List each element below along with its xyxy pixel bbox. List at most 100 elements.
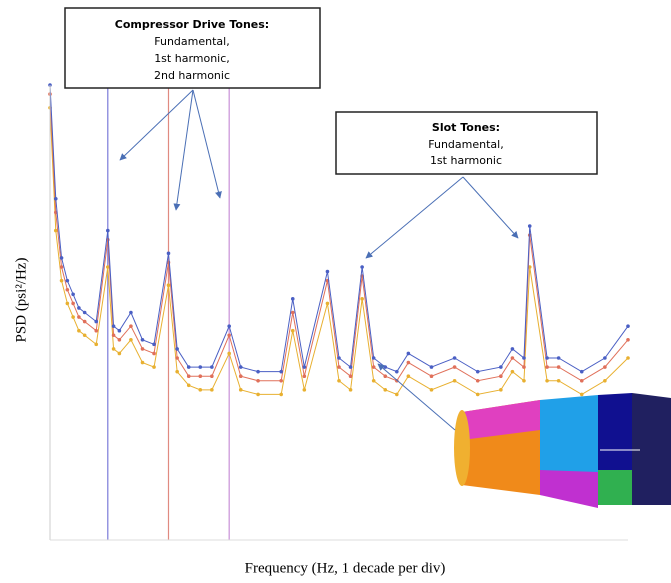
data-point: [54, 197, 58, 201]
data-point: [66, 302, 70, 306]
data-point: [349, 388, 353, 392]
data-point: [626, 356, 630, 360]
data-point: [77, 315, 81, 319]
data-point: [522, 356, 526, 360]
data-point: [71, 293, 75, 297]
annotation-text: 1st harmonic: [430, 154, 502, 167]
data-point: [453, 379, 457, 383]
data-point: [603, 356, 607, 360]
data-point: [395, 370, 399, 374]
data-point: [430, 388, 434, 392]
data-point: [118, 338, 122, 342]
data-point: [476, 379, 480, 383]
data-point: [60, 256, 64, 260]
data-point: [175, 370, 179, 374]
data-point: [94, 343, 98, 347]
data-point: [372, 379, 376, 383]
data-point: [383, 374, 387, 378]
data-point: [303, 374, 307, 378]
data-point: [557, 379, 561, 383]
data-point: [545, 365, 549, 369]
data-point: [279, 370, 283, 374]
x-axis-label: Frequency (Hz, 1 decade per div): [245, 560, 446, 576]
data-point: [118, 329, 122, 333]
data-point: [499, 374, 503, 378]
data-point: [476, 370, 480, 374]
data-point: [430, 365, 434, 369]
data-point: [545, 379, 549, 383]
data-point: [580, 379, 584, 383]
data-point: [337, 356, 341, 360]
data-point: [239, 374, 243, 378]
data-point: [187, 384, 191, 388]
data-point: [152, 352, 156, 356]
data-point: [522, 379, 526, 383]
annotation-title: Compressor Drive Tones:: [115, 18, 269, 31]
data-point: [528, 224, 532, 228]
data-point: [71, 315, 75, 319]
data-point: [141, 347, 145, 351]
data-point: [279, 379, 283, 383]
data-point: [256, 379, 260, 383]
data-point: [349, 365, 353, 369]
annotation-text: Fundamental,: [154, 35, 229, 48]
data-point: [83, 311, 87, 315]
y-axis-label: PSD (psi²/Hz): [13, 258, 29, 343]
data-point: [580, 370, 584, 374]
data-point: [227, 333, 231, 337]
data-point: [395, 393, 399, 397]
data-point: [77, 329, 81, 333]
data-point: [303, 388, 307, 392]
data-point: [499, 388, 503, 392]
data-point: [198, 388, 202, 392]
data-point: [198, 365, 202, 369]
data-point: [303, 365, 307, 369]
data-point: [360, 297, 364, 301]
data-point: [279, 393, 283, 397]
data-point: [141, 361, 145, 365]
data-point: [141, 338, 145, 342]
data-point: [94, 329, 98, 333]
data-point: [66, 279, 70, 283]
data-point: [118, 352, 122, 356]
data-point: [112, 324, 116, 328]
data-point: [557, 365, 561, 369]
annotation-text: Fundamental,: [428, 138, 503, 151]
annotation-title: Slot Tones:: [432, 121, 500, 134]
data-point: [349, 374, 353, 378]
data-point: [360, 265, 364, 269]
chart: PSD (psi²/Hz) Frequency (Hz, 1 decade pe…: [0, 0, 671, 579]
data-point: [239, 365, 243, 369]
data-point: [54, 229, 58, 233]
data-point: [167, 283, 171, 287]
data-point: [198, 374, 202, 378]
annotation-text: 2nd harmonic: [154, 69, 230, 82]
data-point: [476, 393, 480, 397]
data-point: [511, 370, 515, 374]
data-point: [522, 365, 526, 369]
data-point: [112, 333, 116, 337]
data-point: [175, 356, 179, 360]
data-point: [239, 388, 243, 392]
data-point: [383, 388, 387, 392]
data-point: [511, 347, 515, 351]
data-point: [580, 393, 584, 397]
data-point: [626, 338, 630, 342]
data-point: [291, 297, 295, 301]
data-point: [83, 333, 87, 337]
data-point: [152, 365, 156, 369]
data-point: [210, 388, 214, 392]
data-point: [557, 356, 561, 360]
data-point: [407, 352, 411, 356]
data-point: [71, 302, 75, 306]
data-point: [129, 311, 133, 315]
data-point: [187, 365, 191, 369]
data-point: [60, 265, 64, 269]
data-point: [511, 356, 515, 360]
data-point: [152, 343, 156, 347]
data-point: [112, 347, 116, 351]
data-point: [453, 365, 457, 369]
data-point: [66, 288, 70, 292]
data-point: [83, 320, 87, 324]
data-point: [60, 279, 64, 283]
